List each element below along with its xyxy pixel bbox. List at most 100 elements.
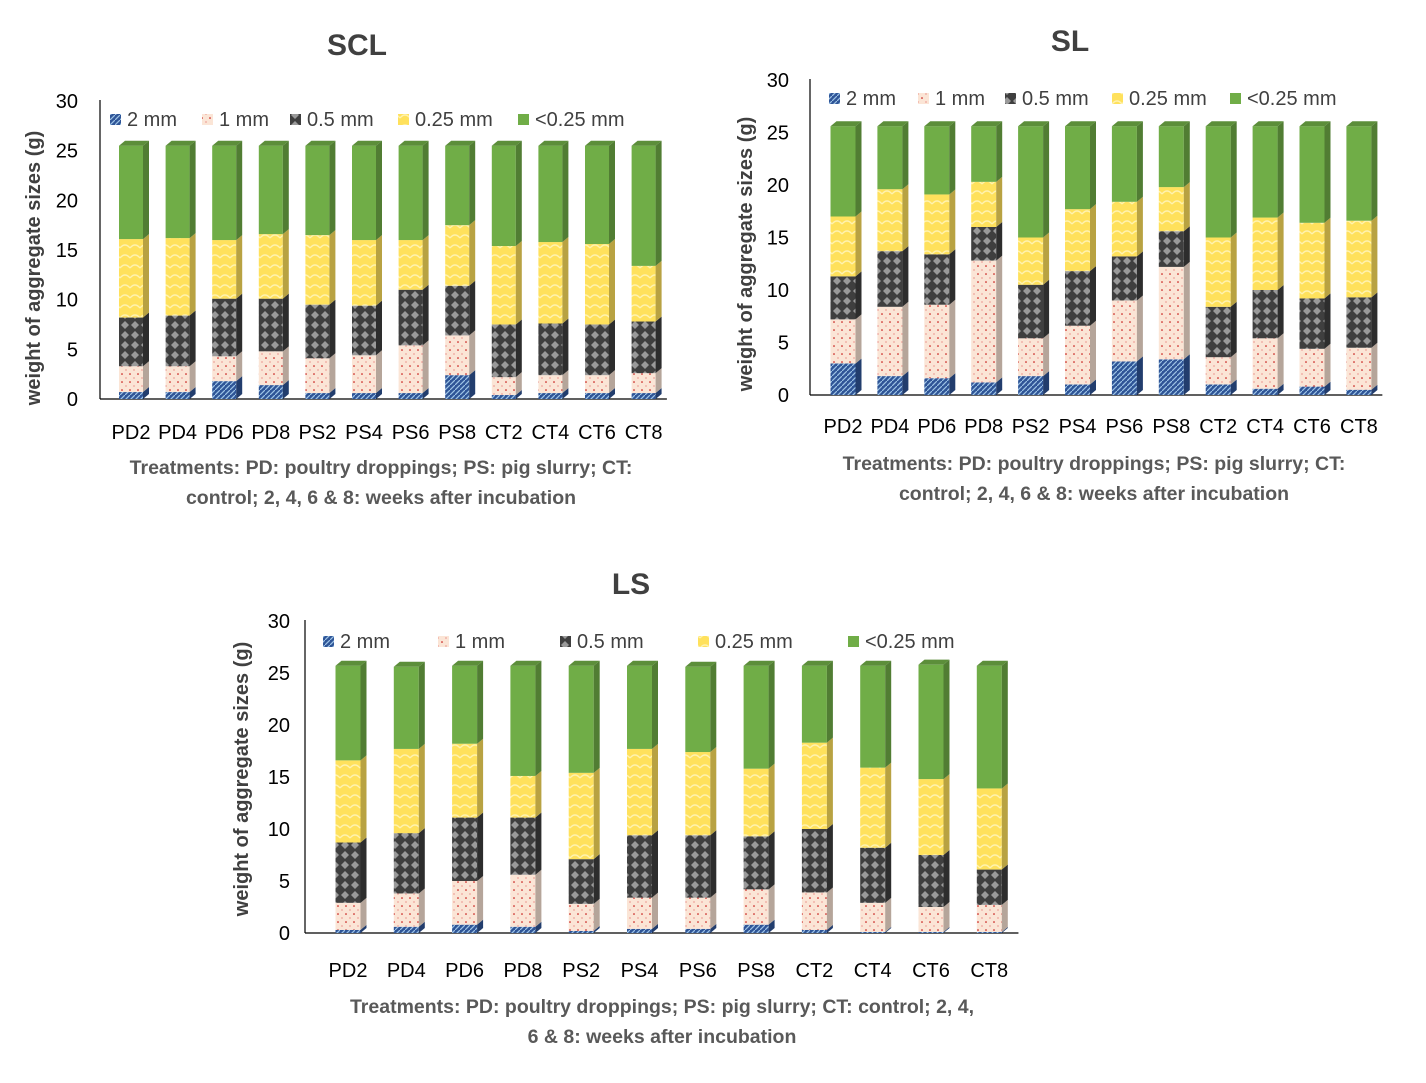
bar-segment: [631, 368, 662, 394]
y-tick-label: 10: [767, 280, 789, 302]
legend-entry: <0.25 mm: [518, 109, 624, 131]
bar-segment: [212, 293, 243, 357]
bar-segment: [510, 869, 542, 927]
y-tick-label: 30: [767, 70, 789, 92]
y-tick-label: 0: [778, 385, 789, 407]
bar-segment: [801, 824, 833, 893]
bar-segment: [924, 249, 956, 305]
bar-segment: [335, 837, 367, 903]
legend-entry: 0.5 mm: [1005, 88, 1089, 110]
bar-segment: [971, 121, 1003, 182]
bar-segment: [1346, 384, 1378, 395]
bar-segment: [1065, 204, 1096, 272]
bar-segment: [631, 388, 662, 399]
bar-segment: [924, 121, 956, 195]
bar-segment: [1346, 342, 1378, 390]
bar-segment: [877, 301, 909, 377]
y-tick-label: 0: [67, 389, 78, 411]
bar-segment: [165, 233, 196, 316]
bar-segment: [538, 140, 569, 243]
chart-scl-svg: SCL weight of aggregate sizes (g) Treatm…: [23, 29, 667, 509]
y-tick-label: 20: [767, 175, 789, 197]
y-tick-label: 5: [778, 333, 789, 355]
bar-segment: [918, 774, 950, 855]
legend-label: <0.25 mm: [535, 109, 624, 131]
x-tick-label: CT8: [1340, 416, 1378, 438]
bar-segment: [305, 140, 336, 236]
bar-segment: [1018, 279, 1050, 339]
bar-segment: [568, 854, 600, 904]
bar-segment: [585, 388, 615, 399]
bar-segment: [335, 660, 367, 761]
bar-segment: [743, 831, 775, 890]
x-tick-label: CT6: [912, 960, 950, 982]
legend-entry: <0.25 mm: [1230, 88, 1336, 110]
bar-segment: [801, 887, 833, 930]
legend-entry: 1 mm: [202, 109, 269, 131]
plot-area: 0 5 10 15 20 25 30 PD2 PD4 PD6 PD8 PS2 PS4 PS6 PS8 CT2 C…: [56, 91, 667, 444]
bar-segment: [685, 661, 717, 753]
legend-label: 0.5 mm: [307, 109, 374, 131]
plot-area: 0 5 10 15 20 25 30 PD2 PD4 PD6 PD8 PS2 PS4 PS6 PS8 CT2 C…: [268, 611, 1019, 982]
bar-segment: [491, 140, 522, 247]
bar-segment: [1111, 121, 1143, 202]
bar-segment: [877, 246, 909, 307]
y-axis-title: weight of aggregate sizes (g): [735, 117, 757, 392]
x-tick-label: CT2: [485, 422, 523, 444]
bar-segment: [918, 850, 950, 907]
bar-segment: [860, 762, 892, 848]
bar-segment: [491, 390, 522, 399]
legend-label: 0.5 mm: [1022, 88, 1089, 110]
bar-segment: [393, 743, 425, 834]
bar-segment: [352, 140, 382, 241]
legend-label: <0.25 mm: [865, 631, 954, 653]
x-tick-label: CT6: [578, 422, 616, 444]
chart-title: LS: [612, 568, 650, 601]
bar-segment: [452, 876, 484, 925]
bar-segment: [398, 140, 429, 241]
bar-segment: [452, 919, 484, 933]
bar-segment: [538, 318, 569, 376]
legend-label: 1 mm: [935, 88, 985, 110]
bar-segment: [352, 350, 382, 394]
plot-area: 0 5 10 15 20 25 30 PD2 PD4 PD6 PD8 PS2 PS4 PS6 PS8 CT2 C…: [767, 70, 1383, 438]
y-tick-label: 25: [268, 663, 290, 685]
bar-segment: [860, 660, 892, 768]
x-tick-label: PD8: [503, 960, 542, 982]
bar-segment: [258, 346, 289, 386]
bar-segment: [971, 255, 1003, 383]
bar-segment: [305, 299, 336, 359]
x-axis-caption-line-2: 6 & 8: weeks after incubation: [528, 1026, 797, 1048]
bar-segment: [801, 660, 833, 743]
bar-segment: [212, 140, 243, 241]
bar-segment: [393, 828, 425, 894]
y-tick-label: 25: [56, 141, 78, 163]
bar-segment: [976, 899, 1008, 932]
x-axis-caption-line-2: control; 2, 4, 6 & 8: weeks after incuba…: [899, 483, 1289, 505]
x-tick-label: CT2: [796, 960, 834, 982]
chart-ls-svg: LS weight of aggregate sizes (g) Treatme…: [231, 568, 1019, 1048]
bar-segment: [801, 924, 833, 933]
bar-segment: [976, 783, 1008, 870]
x-tick-label: PD2: [824, 416, 863, 438]
bar-segment: [538, 237, 569, 324]
bar-segment: [627, 892, 658, 929]
bar-segment: [1252, 121, 1284, 218]
bar-segment: [1252, 212, 1284, 290]
bar-segment: [585, 140, 615, 245]
legend-entry: 0.5 mm: [560, 631, 644, 653]
bar-segment: [1158, 261, 1190, 360]
bar-segment: [627, 830, 658, 898]
bar-segment: [119, 312, 149, 367]
bar-segment: [1299, 293, 1331, 349]
bar-segment: [743, 763, 775, 837]
bar-segment: [165, 140, 196, 239]
bar-segment: [538, 388, 569, 399]
bar-segment: [627, 923, 658, 933]
bar-segment: [212, 235, 243, 299]
chart-title: SL: [1051, 25, 1089, 58]
bar-segment: [352, 388, 382, 399]
bar-segment: [445, 370, 476, 399]
bar-segment: [971, 176, 1003, 227]
y-tick-label: 20: [268, 715, 290, 737]
